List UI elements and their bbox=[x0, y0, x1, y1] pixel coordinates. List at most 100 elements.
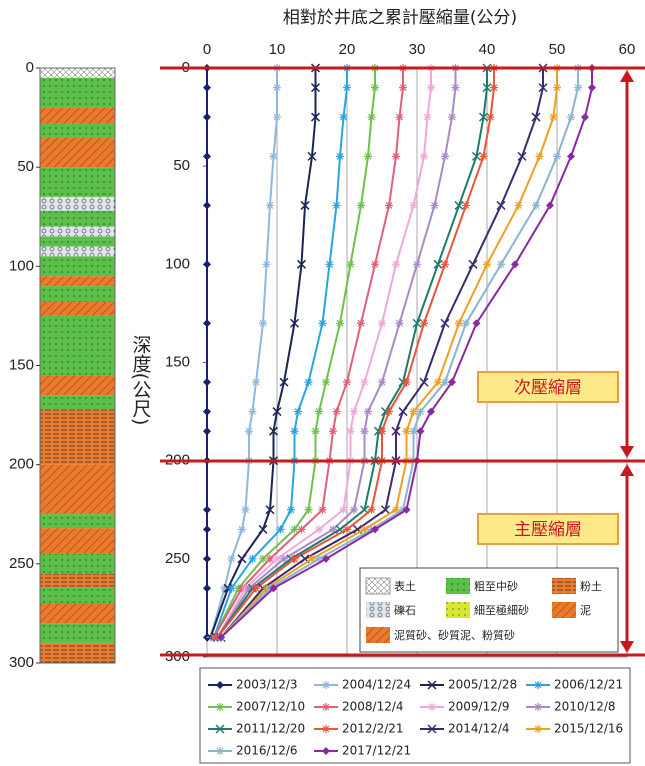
marker bbox=[385, 408, 393, 416]
legend-label: 2008/12/4 bbox=[342, 700, 404, 714]
marker bbox=[343, 84, 351, 92]
marker bbox=[553, 84, 561, 92]
marker bbox=[343, 525, 351, 533]
x-tick-label: 40 bbox=[479, 41, 496, 58]
soil-legend-label: 粉土 bbox=[580, 580, 602, 593]
marker bbox=[322, 378, 330, 386]
marker bbox=[249, 555, 257, 563]
soil-legend-label: 泥質砂、砂質泥、粉質砂 bbox=[394, 628, 515, 642]
series bbox=[217, 64, 582, 641]
legend-label: 2006/12/21 bbox=[554, 678, 623, 692]
legend-label: 2012/2/21 bbox=[342, 722, 404, 736]
marker bbox=[263, 260, 271, 268]
marker bbox=[497, 260, 505, 268]
marker bbox=[534, 703, 542, 711]
marker bbox=[245, 427, 253, 435]
stratum bbox=[40, 302, 115, 316]
marker bbox=[567, 152, 575, 160]
marker bbox=[368, 506, 376, 514]
legend-label: 2007/12/10 bbox=[236, 700, 305, 714]
marker bbox=[329, 427, 337, 435]
marker bbox=[515, 201, 523, 209]
marker bbox=[228, 555, 236, 563]
soil-legend-label: 礫石 bbox=[394, 603, 416, 617]
marker bbox=[203, 427, 211, 435]
marker bbox=[203, 201, 211, 209]
stratum bbox=[40, 197, 115, 211]
marker bbox=[417, 427, 425, 435]
stratum bbox=[40, 276, 115, 286]
marker bbox=[410, 201, 418, 209]
marker bbox=[273, 84, 281, 92]
marker bbox=[427, 84, 435, 92]
marker bbox=[574, 84, 582, 92]
series bbox=[210, 64, 351, 641]
marker bbox=[259, 319, 267, 327]
marker bbox=[203, 584, 211, 592]
marker bbox=[305, 378, 313, 386]
legend-label: 2014/12/4 bbox=[448, 722, 510, 736]
marker bbox=[448, 113, 456, 121]
legend-label: 2015/12/16 bbox=[554, 722, 623, 736]
marker bbox=[361, 378, 369, 386]
marker bbox=[305, 506, 313, 514]
x-tick-label: 20 bbox=[339, 41, 356, 58]
marker bbox=[364, 152, 372, 160]
marker bbox=[536, 152, 544, 160]
marker bbox=[273, 113, 281, 121]
marker bbox=[403, 427, 411, 435]
marker bbox=[371, 260, 379, 268]
soil-legend-label: 粗至中砂 bbox=[474, 580, 518, 593]
marker bbox=[441, 260, 449, 268]
stratum bbox=[40, 395, 115, 409]
marker bbox=[455, 319, 463, 327]
stratum bbox=[40, 108, 115, 124]
chart: 相對於井底之累計壓縮量(公分) 050100150200250300 深度(公尺… bbox=[0, 0, 645, 766]
stratum bbox=[40, 554, 115, 574]
stratum bbox=[40, 211, 115, 227]
marker bbox=[480, 152, 488, 160]
marker bbox=[322, 703, 330, 711]
stratum bbox=[40, 286, 115, 302]
x-tick-label: 50 bbox=[549, 41, 566, 58]
marker bbox=[403, 378, 411, 386]
marker bbox=[385, 201, 393, 209]
marker bbox=[291, 555, 299, 563]
marker bbox=[581, 113, 589, 121]
soil-legend: 表土 粗至中砂 粉土 礫石 細至極細砂 泥 泥質砂、砂質泥、粉質砂 bbox=[360, 568, 618, 652]
marker bbox=[252, 378, 260, 386]
marker bbox=[298, 525, 306, 533]
marker bbox=[266, 201, 274, 209]
marker bbox=[428, 703, 436, 711]
marker bbox=[392, 152, 400, 160]
marker bbox=[326, 260, 334, 268]
marker bbox=[487, 113, 495, 121]
stratum bbox=[40, 78, 115, 108]
marker bbox=[333, 408, 341, 416]
marker bbox=[553, 152, 561, 160]
marker bbox=[588, 84, 596, 92]
strata-tick-label: 250 bbox=[9, 555, 34, 572]
marker bbox=[410, 427, 418, 435]
marker bbox=[357, 201, 365, 209]
marker bbox=[368, 113, 376, 121]
marker bbox=[420, 319, 428, 327]
legend-label: 2011/12/20 bbox=[236, 722, 305, 736]
stratum bbox=[40, 247, 115, 257]
marker bbox=[378, 378, 386, 386]
marker bbox=[315, 525, 323, 533]
legend-label: 2003/12/3 bbox=[236, 678, 298, 692]
series bbox=[203, 64, 211, 641]
marker bbox=[252, 584, 260, 592]
stratum bbox=[40, 643, 115, 663]
marker bbox=[441, 152, 449, 160]
marker bbox=[322, 725, 330, 733]
marker bbox=[287, 506, 295, 514]
marker bbox=[312, 427, 320, 435]
marker bbox=[343, 378, 351, 386]
y-tick-label: 100 bbox=[165, 255, 190, 272]
marker bbox=[336, 152, 344, 160]
marker bbox=[410, 408, 418, 416]
marker bbox=[203, 113, 211, 121]
marker bbox=[350, 408, 358, 416]
